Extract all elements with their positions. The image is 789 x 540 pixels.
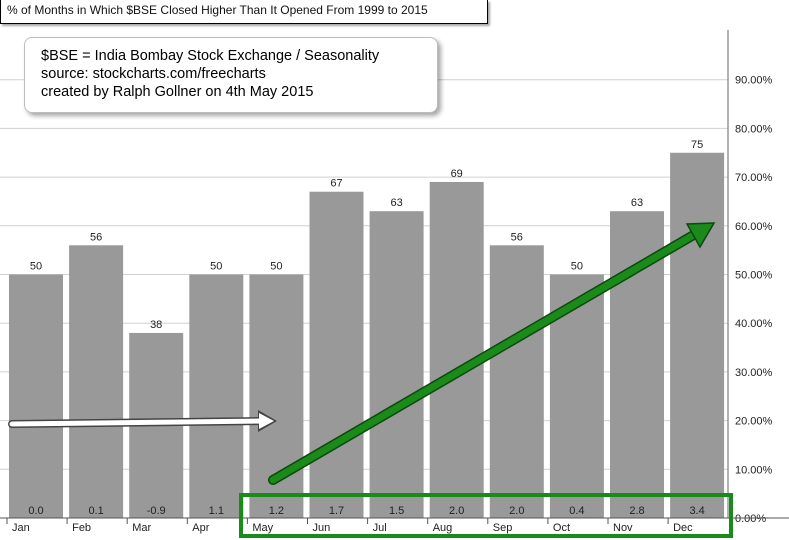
y-tick-label: 50.00%	[735, 270, 773, 282]
bar-feb	[69, 245, 124, 518]
x-tick-label: Jun	[313, 522, 331, 534]
bar-apr	[189, 274, 244, 518]
bar-bottom-label: 2.0	[449, 505, 464, 517]
annotations	[8, 222, 733, 538]
labels: 0.00% 10.00% 20.00% 30.00% 40.00% 50.00% 60.00…	[12, 75, 773, 534]
bar-bottom-label: 1.1	[209, 505, 224, 517]
green-arrow-head	[685, 222, 716, 249]
bar-value-label: 56	[511, 231, 523, 243]
y-tick-label: 40.00%	[735, 318, 773, 330]
bar-value-label: 63	[390, 197, 402, 209]
axes	[0, 30, 789, 524]
note-line-3: created by Ralph Gollner on 4th May 2015	[41, 84, 314, 100]
note-line-1: $BSE = India Bombay Stock Exchange / Sea…	[41, 48, 380, 64]
y-tick-label: 20.00%	[735, 416, 773, 428]
bar-value-label: 50	[571, 261, 583, 273]
y-tick-label: 10.00%	[735, 464, 773, 476]
bar-value-label: 38	[150, 319, 162, 331]
x-tick-label: Oct	[553, 522, 570, 534]
bar-jul	[369, 211, 424, 518]
x-tick-label: May	[252, 522, 273, 534]
highlight-box	[239, 493, 733, 538]
bar-bottom-label: 1.5	[389, 505, 404, 517]
y-tick-label: 0.00%	[735, 513, 766, 525]
bar-value-label: 67	[330, 178, 342, 190]
note-line-2: source: stockcharts.com/freecharts	[41, 66, 266, 82]
bar-bottom-label: 2.8	[629, 505, 644, 517]
bar-bottom-label: 3.4	[689, 505, 704, 517]
bar-value-label: 50	[210, 261, 222, 273]
x-tick-label: Dec	[673, 522, 693, 534]
bar-jan	[9, 274, 63, 518]
bar-bottom-label: 1.7	[329, 505, 344, 517]
x-tick-label: Jul	[373, 522, 387, 534]
bar-bottom-label: 2.0	[509, 505, 524, 517]
bars	[9, 152, 725, 518]
bar-bottom-label: 0.1	[88, 505, 103, 517]
bar-value-label: 50	[270, 261, 282, 273]
bar-value-label: 56	[90, 231, 102, 243]
x-tick-label: Aug	[433, 522, 453, 534]
y-tick-label: 30.00%	[735, 367, 773, 379]
x-tick-label: Nov	[613, 522, 633, 534]
chart-title: % of Months in Which $BSE Closed Higher …	[0, 0, 488, 24]
x-tick-label: Sep	[493, 522, 513, 534]
bar-bottom-label: -0.9	[147, 505, 166, 517]
bar-bottom-label: 1.2	[269, 505, 284, 517]
bar-jun	[309, 191, 364, 518]
x-tick-label: Feb	[72, 522, 91, 534]
green-arrow	[269, 229, 701, 484]
bar-dec	[670, 152, 725, 518]
x-tick-label: Jan	[12, 522, 30, 534]
bar-value-label: 50	[30, 261, 42, 273]
y-tick-label: 70.00%	[735, 172, 773, 184]
bar-bottom-label: 0.4	[569, 505, 584, 517]
bar-value-label: 69	[451, 168, 463, 180]
x-tick-label: Mar	[132, 522, 151, 534]
y-tick-label: 90.00%	[735, 75, 773, 87]
white-arrow-head	[259, 413, 274, 429]
bar-value-label: 63	[631, 197, 643, 209]
y-tick-label: 60.00%	[735, 221, 773, 233]
y-tick-label: 80.00%	[735, 123, 773, 135]
bar-bottom-label: 0.0	[28, 505, 43, 517]
bar-value-label: 75	[691, 139, 703, 151]
annotation-note: $BSE = India Bombay Stock Exchange / Sea…	[24, 37, 438, 113]
bar-aug	[429, 181, 484, 518]
white-arrow	[9, 418, 265, 427]
x-tick-label: Apr	[192, 522, 209, 534]
bar-sep	[489, 245, 544, 518]
